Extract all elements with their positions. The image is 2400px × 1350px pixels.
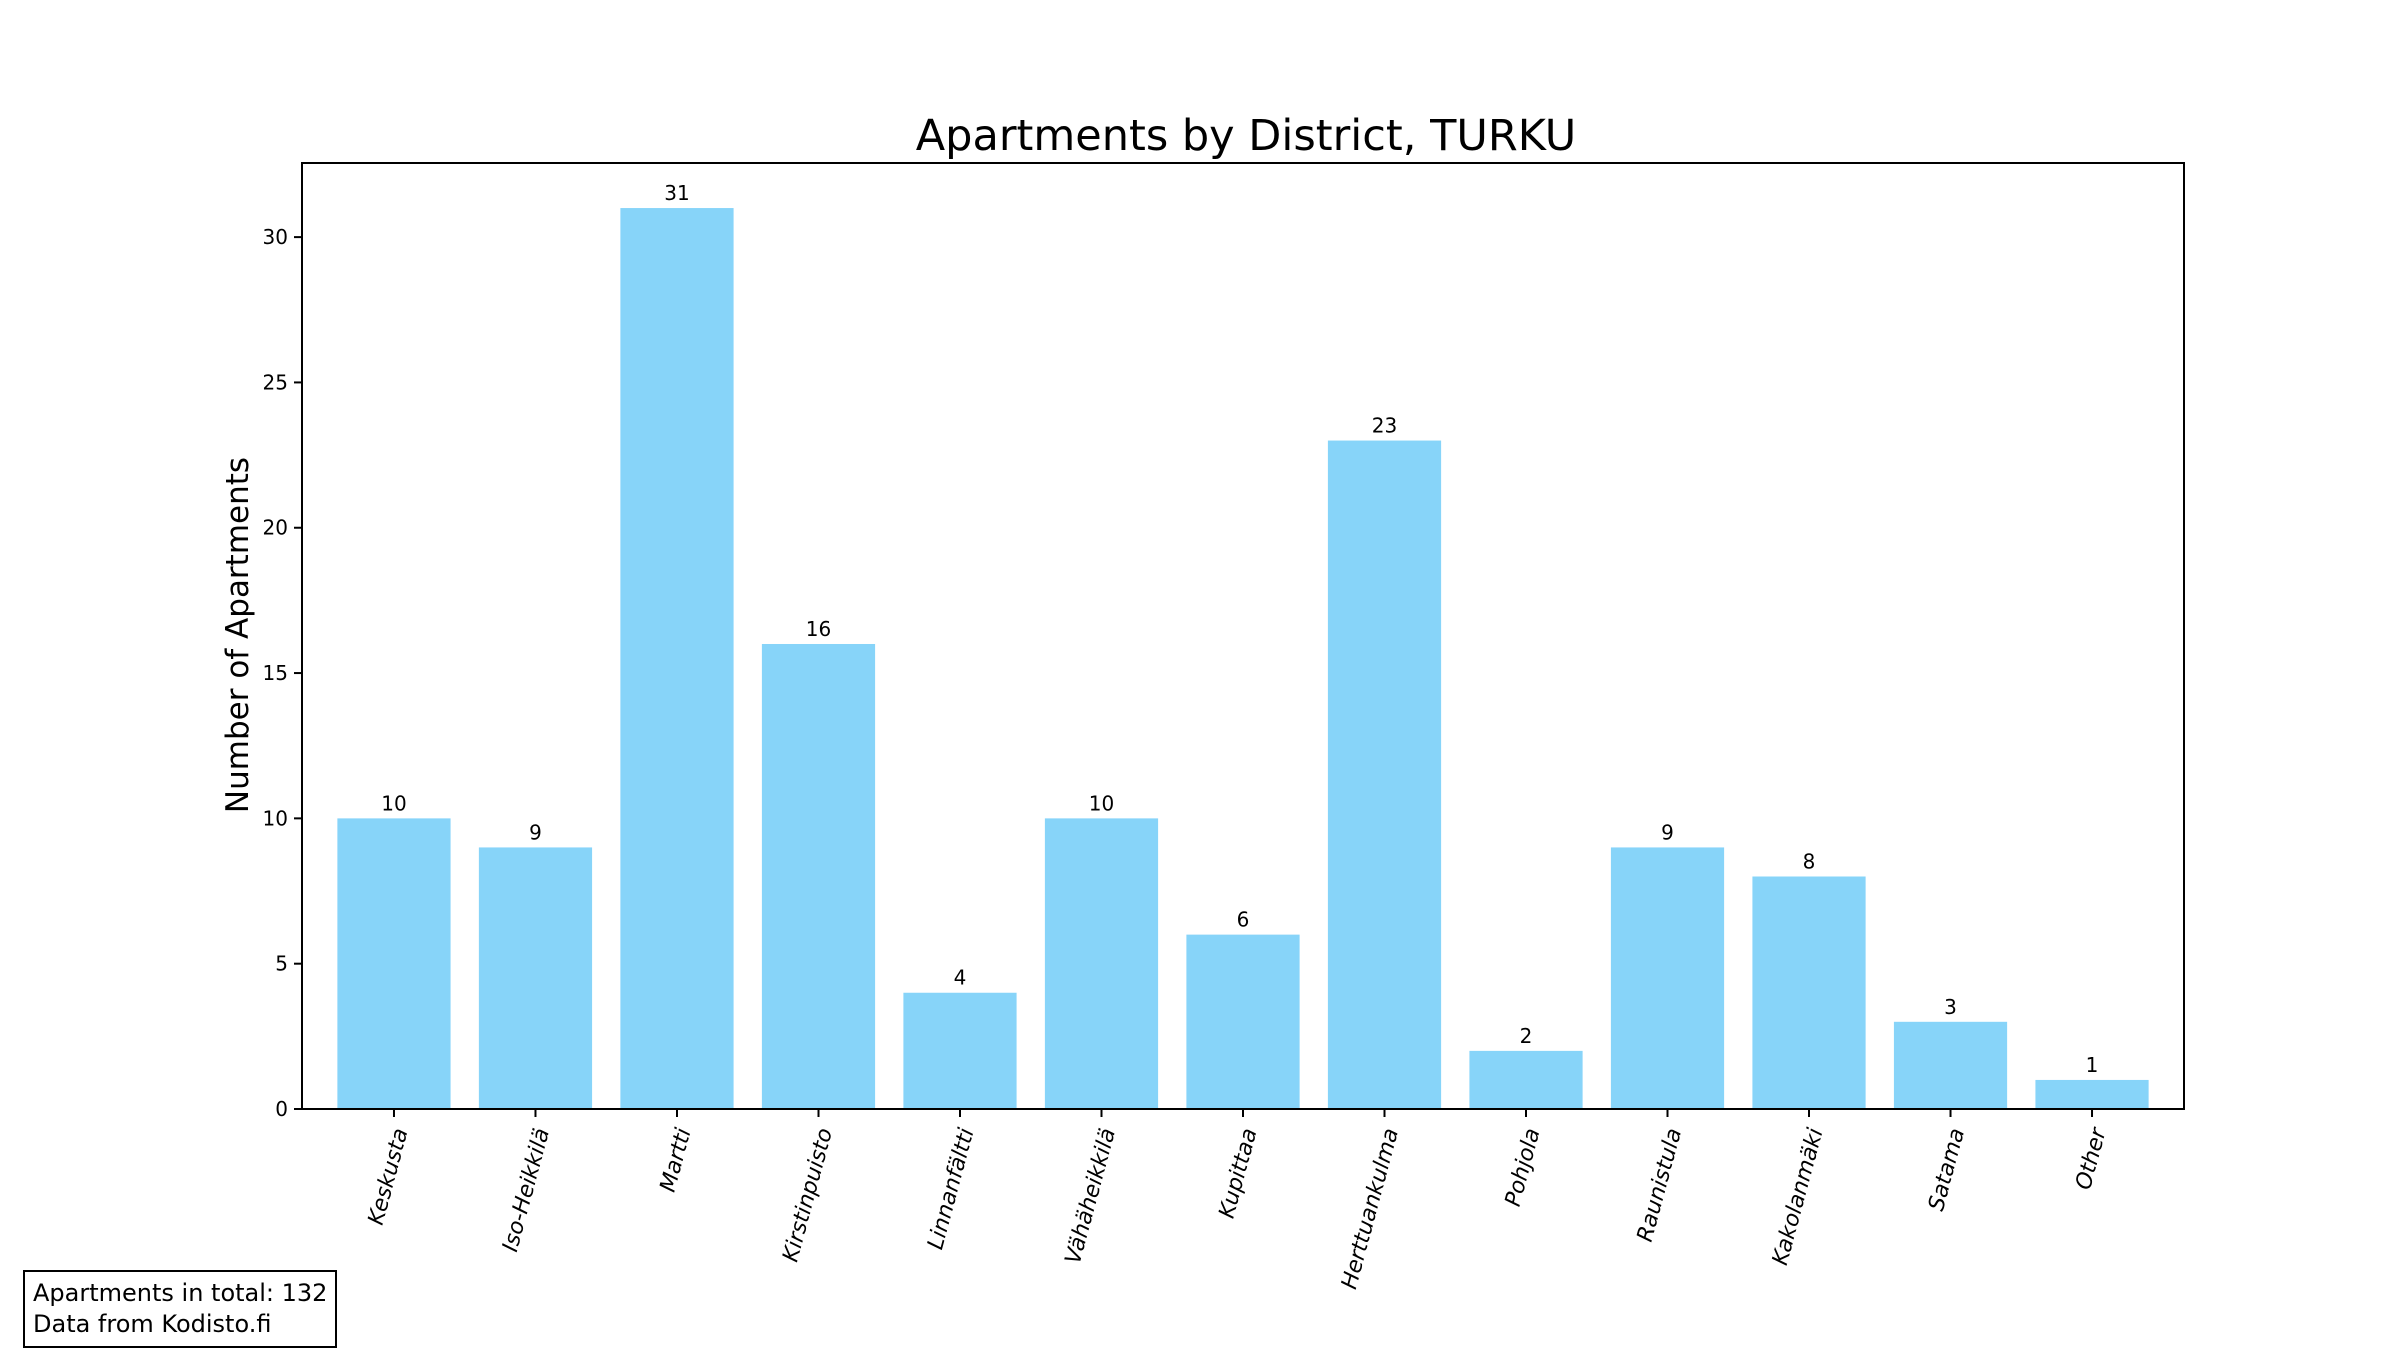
y-tick-label: 15 xyxy=(263,661,288,685)
plot-frame xyxy=(301,162,2185,1110)
bar-value-label: 8 xyxy=(1803,849,1816,873)
bar-value-label: 16 xyxy=(806,617,831,641)
bar-v-h-heikkil- xyxy=(1044,818,1159,1109)
y-axis-label: Number of Apartments xyxy=(220,457,256,813)
x-tick-label: Martti xyxy=(656,1126,697,1195)
bar-keskusta xyxy=(337,818,451,1109)
total-apartments-text: Apartments in total: 132 xyxy=(33,1279,328,1307)
bar-value-label: 10 xyxy=(381,791,406,815)
x-tick-label: Vähäheikkilä xyxy=(1061,1126,1121,1267)
x-tick-label: Linnanfältti xyxy=(923,1126,979,1253)
bar-linnanf-ltti xyxy=(903,992,1017,1109)
bar-kupittaa xyxy=(1186,934,1300,1109)
bar-value-label: 4 xyxy=(954,966,967,990)
x-tick-label: Kupittaa xyxy=(1215,1126,1263,1221)
data-source-text: Data from Kodisto.fi xyxy=(33,1310,272,1338)
bar-kirstinpuisto xyxy=(761,643,876,1109)
x-tick-label: Herttuankulma xyxy=(1337,1126,1404,1292)
bar-satama xyxy=(1893,1021,2008,1109)
bar-herttuankulma xyxy=(1327,440,1442,1109)
y-tick-label: 30 xyxy=(263,225,288,249)
x-axis-ticks: Keskusta Iso-Heikkilä Martti Kirstinpuisto L… xyxy=(364,1109,2112,1292)
bar-pohjola xyxy=(1469,1050,1583,1109)
y-axis-ticks: 0 5 10 15 20 25 30 xyxy=(263,225,302,1121)
y-tick-label: 10 xyxy=(263,806,288,830)
x-tick-label: Kirstinpuisto xyxy=(778,1126,838,1265)
bar-value-label: 10 xyxy=(1089,791,1114,815)
x-tick-label: Other xyxy=(2071,1124,2112,1193)
bar-raunistula xyxy=(1610,847,1725,1109)
bar-value-label: 23 xyxy=(1372,414,1397,438)
y-tick-label: 25 xyxy=(263,370,288,394)
y-tick-label: 0 xyxy=(275,1097,288,1121)
x-tick-label: Satama xyxy=(1924,1126,1970,1214)
bar-value-label: 31 xyxy=(664,181,689,205)
x-tick-label: Iso-Heikkilä xyxy=(498,1126,555,1255)
bar-iso-heikkil- xyxy=(478,847,593,1109)
bar-martti xyxy=(620,208,734,1110)
x-tick-label: Raunistula xyxy=(1633,1126,1687,1245)
bar-value-label: 9 xyxy=(1661,820,1674,844)
y-tick-label: 5 xyxy=(275,952,288,976)
bar-value-label: 9 xyxy=(529,820,542,844)
bar-other xyxy=(2035,1079,2149,1109)
bar-value-label: 3 xyxy=(1944,995,1957,1019)
x-tick-label: Keskusta xyxy=(364,1126,414,1228)
y-tick-label: 20 xyxy=(263,516,288,540)
bars-group xyxy=(337,208,2149,1110)
x-tick-label: Pohjola xyxy=(1501,1126,1546,1210)
bar-value-label: 6 xyxy=(1237,908,1250,932)
bar-kakolanm-ki xyxy=(1752,876,1866,1109)
x-tick-label: Kakolanmäki xyxy=(1768,1126,1829,1268)
bar-value-label: 1 xyxy=(2086,1053,2099,1077)
bar-value-label: 2 xyxy=(1520,1024,1533,1048)
chart-title: Apartments by District, TURKU xyxy=(916,111,1576,161)
summary-annotation-box: Apartments in total: 132 Data from Kodis… xyxy=(23,1270,338,1348)
